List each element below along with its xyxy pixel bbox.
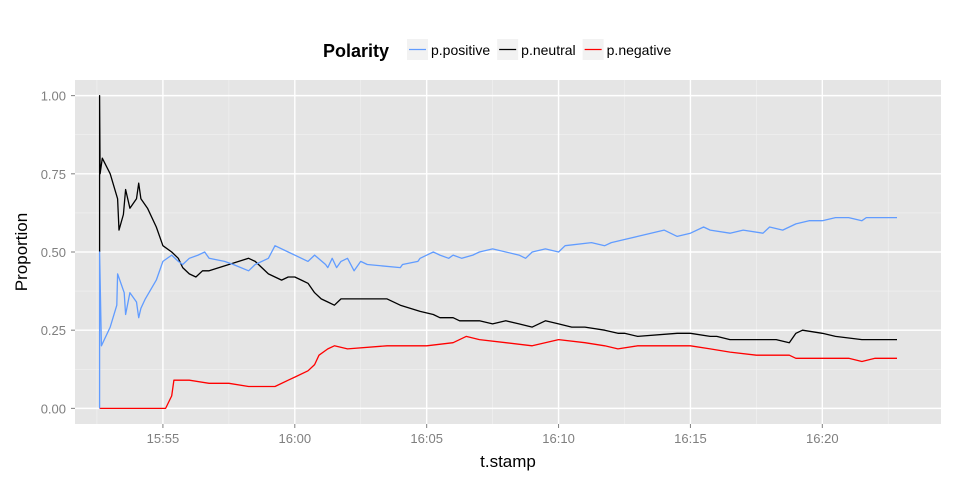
y-tick-label: 1.00 <box>41 89 66 104</box>
legend-label-p-negative: p.negative <box>607 42 672 58</box>
legend: Polarity p.positive p.neutral p.negative <box>323 39 671 61</box>
x-tick-label: 16:20 <box>806 431 839 446</box>
series-line-p-neutral <box>98 94 897 344</box>
legend-label-p-neutral: p.neutral <box>521 42 575 58</box>
x-tick-label: 16:15 <box>674 431 707 446</box>
axis-ticks: 15:55 16:00 16:05 16:10 16:15 16:20 0.00 0.25 0.… <box>41 89 839 446</box>
legend-title: Polarity <box>323 41 389 61</box>
x-tick-label: 16:10 <box>542 431 575 446</box>
series-lines <box>98 94 897 410</box>
x-tick-label: 16:00 <box>279 431 312 446</box>
x-axis-title: t.stamp <box>480 452 536 471</box>
x-tick-label: 16:05 <box>410 431 443 446</box>
y-tick-label: 0.50 <box>41 245 66 260</box>
series-line-p-negative <box>99 335 897 410</box>
major-gridlines <box>75 80 941 424</box>
y-tick-label: 0.25 <box>41 323 66 338</box>
legend-label-p-positive: p.positive <box>431 42 490 58</box>
y-tick-label: 0.00 <box>41 401 66 416</box>
series-line-p-positive <box>98 216 897 409</box>
y-tick-label: 0.75 <box>41 167 66 182</box>
y-axis-title: Proportion <box>12 213 31 291</box>
legend-items: p.positive p.neutral p.negative <box>407 39 671 60</box>
x-tick-label: 15:55 <box>147 431 180 446</box>
